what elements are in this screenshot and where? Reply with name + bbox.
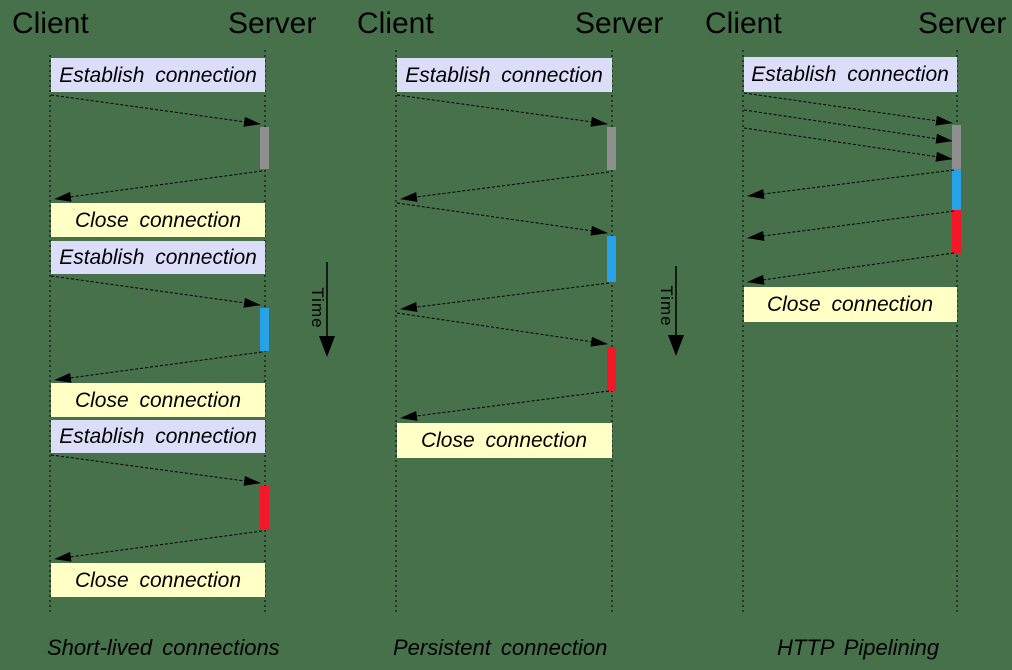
- establish-connection-box: [397, 58, 612, 92]
- time-arrowhead: [668, 335, 684, 356]
- request-arrow: [50, 454, 261, 486]
- request-arrow: [50, 275, 261, 308]
- establish-connection-box: [51, 420, 265, 453]
- column-short-lived: Client Server Establish connection Close…: [12, 7, 316, 660]
- establish-connection-label: Establish connection: [59, 64, 257, 87]
- establish-connection-label: Establish connection: [59, 246, 257, 269]
- establish-connection-box: [744, 57, 957, 92]
- time-label: Time: [308, 287, 327, 328]
- server-label: Server: [575, 7, 663, 40]
- close-connection-label: Close connection: [767, 293, 933, 316]
- close-connection-label: Close connection: [75, 209, 241, 232]
- response-arrow: [54, 530, 263, 562]
- request-processing-bar-2: [260, 308, 269, 351]
- server-label: Server: [918, 7, 1006, 40]
- request-arrow: [743, 109, 953, 144]
- request-processing-bar-1: [952, 125, 961, 169]
- response-arrow: [747, 210, 955, 241]
- time-axis-1: Time: [308, 262, 335, 357]
- close-connection-box: [51, 203, 265, 237]
- request-arrow: [396, 312, 608, 347]
- establish-connection-box: [51, 241, 265, 274]
- time-axis-2: Time: [657, 266, 684, 356]
- request-processing-bar-3: [952, 210, 961, 254]
- request-processing-bar-2: [952, 169, 961, 210]
- column-pipelining: Client Server Establish connection Close…: [705, 7, 1006, 660]
- column-caption: Persistent connection: [393, 635, 607, 660]
- response-arrow: [400, 171, 610, 202]
- request-processing-bar-3: [607, 347, 616, 391]
- close-connection-label: Close connection: [75, 389, 241, 412]
- close-connection-box: [51, 383, 265, 417]
- column-caption: HTTP Pipelining: [777, 635, 940, 660]
- request-processing-bar-1: [260, 127, 269, 169]
- response-arrow: [400, 390, 610, 421]
- time-arrowhead: [319, 336, 335, 357]
- response-arrow: [54, 170, 263, 202]
- request-arrow: [743, 127, 953, 162]
- client-label: Client: [705, 7, 782, 40]
- column-caption: Short-lived connections: [47, 635, 280, 660]
- establish-connection-label: Establish connection: [59, 425, 257, 448]
- response-arrow: [400, 282, 610, 312]
- column-persistent: Client Server Establish connection Close…: [357, 7, 663, 660]
- response-arrow: [747, 252, 955, 285]
- close-connection-box: [397, 423, 612, 458]
- establish-connection-box: [51, 58, 265, 92]
- close-connection-label: Close connection: [421, 429, 587, 452]
- request-arrow: [396, 94, 608, 127]
- request-arrow: [396, 202, 608, 236]
- response-arrow: [54, 351, 263, 383]
- close-connection-box: [51, 563, 265, 597]
- client-label: Client: [357, 7, 434, 40]
- close-connection-box: [744, 287, 957, 322]
- close-connection-label: Close connection: [75, 569, 241, 592]
- establish-connection-label: Establish connection: [405, 64, 603, 87]
- client-label: Client: [12, 7, 89, 40]
- response-arrow: [747, 169, 955, 199]
- server-label: Server: [228, 7, 316, 40]
- request-processing-bar-2: [607, 236, 616, 282]
- establish-connection-label: Establish connection: [751, 63, 949, 86]
- time-label: Time: [657, 285, 676, 326]
- request-processing-bar-1: [607, 127, 616, 170]
- request-arrow: [743, 92, 953, 126]
- request-arrow: [50, 94, 261, 127]
- request-processing-bar-3: [260, 486, 269, 530]
